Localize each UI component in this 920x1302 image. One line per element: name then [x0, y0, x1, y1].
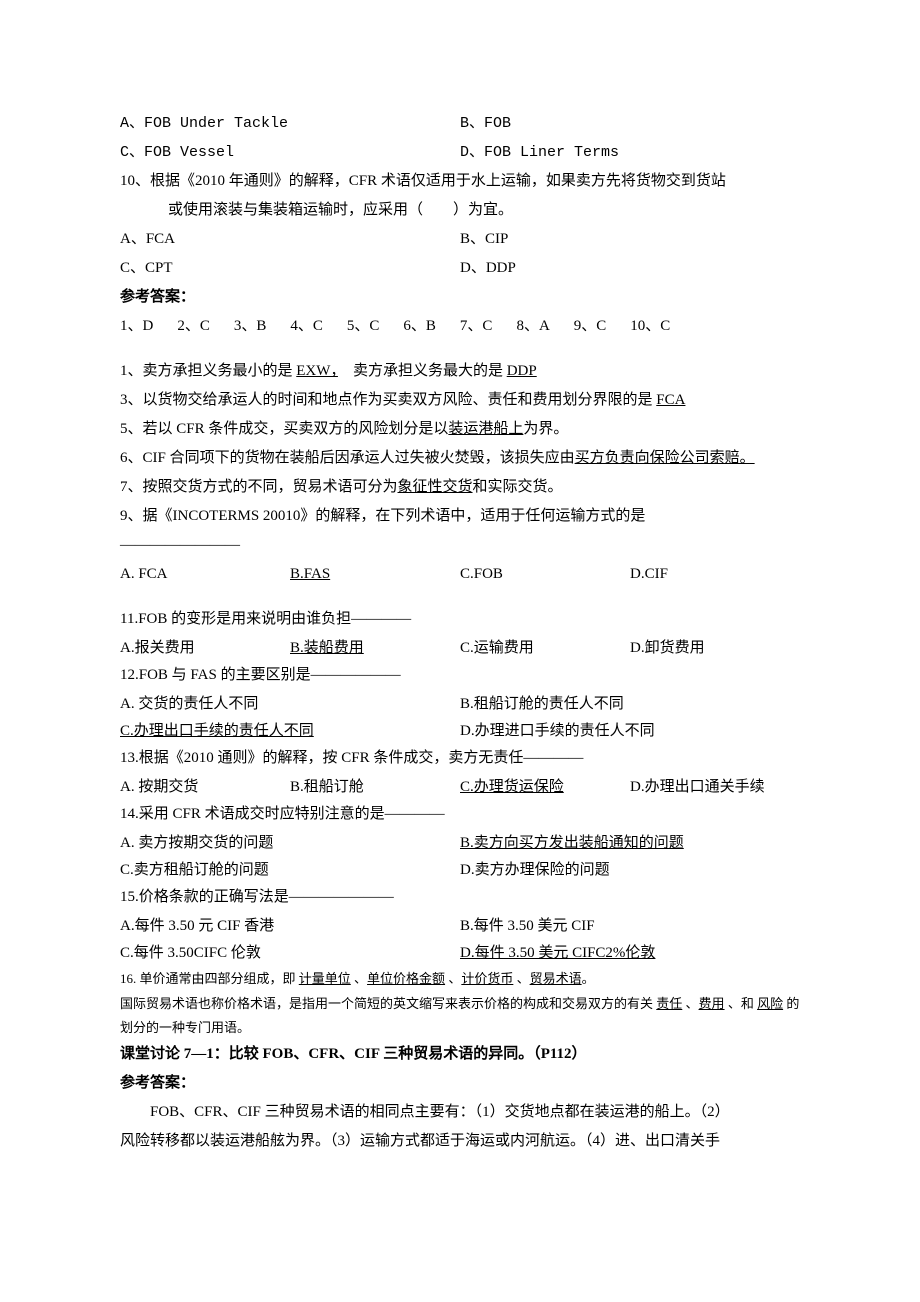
q9abcd-b: B.FAS: [290, 561, 460, 588]
q15-text: 15.价格条款的正确写法是———————: [120, 884, 800, 911]
q13-b: B.租船订舱: [290, 774, 460, 801]
q10-text-1: 10、根据《2010 年通则》的解释，CFR 术语仅适用于水上运输，如果卖方先将…: [120, 168, 800, 195]
fill-1: 1、卖方承担义务最小的是 EXW， 卖方承担义务最大的是 DDP: [120, 358, 800, 385]
document-page: A、FOB Under Tackle B、FOB C、FOB Vessel D、…: [0, 0, 920, 1217]
q9-options-row-2: C、FOB Vessel D、FOB Liner Terms: [120, 139, 800, 166]
intl-terms: 国际贸易术语也称价格术语，是指用一个简短的英文缩写来表示价格的构成和交易双方的有…: [120, 992, 800, 1039]
q9abcd-a: A. FCA: [120, 561, 290, 588]
fill-5: 5、若以 CFR 条件成交，买卖双方的风险划分是以装运港船上为界。: [120, 416, 800, 443]
q11-a: A.报关费用: [120, 635, 290, 662]
q11-c: C.运输费用: [460, 635, 630, 662]
q9-options-row-1: A、FOB Under Tackle B、FOB: [120, 110, 800, 137]
q14-c: C.卖方租船订舱的问题: [120, 857, 460, 884]
q12-options-2: C.办理出口手续的责任人不同 D.办理进口手续的责任人不同: [120, 718, 800, 745]
answers-row: 1、D 2、C 3、B 4、C 5、C 6、B 7、C 8、A 9、C 10、C: [120, 313, 800, 340]
q13-text: 13.根据《2010 通则》的解释，按 CFR 条件成交，卖方无责任————: [120, 745, 800, 772]
q12-b: B.租船订舱的责任人不同: [460, 691, 800, 718]
q12-a: A. 交货的责任人不同: [120, 691, 460, 718]
q9-option-d: D、FOB Liner Terms: [460, 139, 800, 166]
fill-9-dash: ————————: [120, 532, 800, 559]
fill-7: 7、按照交货方式的不同，贸易术语可分为象征性交货和实际交货。: [120, 474, 800, 501]
q11-options: A.报关费用 B.装船费用 C.运输费用 D.卸货费用: [120, 635, 800, 662]
answer-1: 1、D: [120, 313, 153, 340]
q14-text: 14.采用 CFR 术语成交时应特别注意的是————: [120, 801, 800, 828]
q12-c: C.办理出口手续的责任人不同: [120, 718, 460, 745]
q9-option-a: A、FOB Under Tackle: [120, 110, 460, 137]
discussion-title: 课堂讨论 7—1：比较 FOB、CFR、CIF 三种贸易术语的异同。（P112）: [120, 1041, 800, 1068]
q10-option-c: C、CPT: [120, 255, 460, 282]
q9-option-c: C、FOB Vessel: [120, 139, 460, 166]
answer-6: 6、B: [403, 313, 436, 340]
q10-option-a: A、FCA: [120, 226, 460, 253]
q9abcd-row: A. FCA B.FAS C.FOB D.CIF: [120, 561, 800, 588]
answer-4: 4、C: [290, 313, 323, 340]
q9abcd-d: D.CIF: [630, 561, 800, 588]
q11-d: D.卸货费用: [630, 635, 800, 662]
fill-6: 6、CIF 合同项下的货物在装船后因承运人过失被火焚毁，该损失应由买方负责向保险…: [120, 445, 800, 472]
q14-b: B.卖方向买方发出装船通知的问题: [460, 830, 800, 857]
q14-options-1: A. 卖方按期交货的问题 B.卖方向买方发出装船通知的问题: [120, 830, 800, 857]
q15-d: D.每件 3.50 美元 CIFC2%伦敦: [460, 940, 800, 967]
q12-text: 12.FOB 与 FAS 的主要区别是——————: [120, 662, 800, 689]
q12-d: D.办理进口手续的责任人不同: [460, 718, 800, 745]
q13-a: A. 按期交货: [120, 774, 290, 801]
q10-option-d: D、DDP: [460, 255, 800, 282]
q15-b: B.每件 3.50 美元 CIF: [460, 913, 800, 940]
q10-text-2: 或使用滚装与集装箱运输时，应采用（ ）为宜。: [120, 197, 800, 224]
q13-c: C.办理货运保险: [460, 774, 630, 801]
answer-2: 2、C: [177, 313, 210, 340]
answer-8: 8、A: [516, 313, 549, 340]
q10-options-row-1: A、FCA B、CIP: [120, 226, 800, 253]
q9-option-b: B、FOB: [460, 110, 800, 137]
answer-3: 3、B: [234, 313, 267, 340]
answer-9: 9、C: [574, 313, 607, 340]
answers-label: 参考答案：: [120, 284, 800, 311]
q15-a: A.每件 3.50 元 CIF 香港: [120, 913, 460, 940]
answer-5: 5、C: [347, 313, 380, 340]
q14-a: A. 卖方按期交货的问题: [120, 830, 460, 857]
q13-options: A. 按期交货 B.租船订舱 C.办理货运保险 D.办理出口通关手续: [120, 774, 800, 801]
discussion-body-2: 风险转移都以装运港船舷为界。（3）运输方式都适于海运或内河航运。（4）进、出口清…: [120, 1128, 800, 1155]
answers-label-2: 参考答案：: [120, 1070, 800, 1097]
q10-option-b: B、CIP: [460, 226, 800, 253]
q14-d: D.卖方办理保险的问题: [460, 857, 800, 884]
q14-options-2: C.卖方租船订舱的问题 D.卖方办理保险的问题: [120, 857, 800, 884]
q16: 16. 单价通常由四部分组成，即 计量单位 、单位价格金额 、计价货币 、贸易术…: [120, 967, 800, 990]
answer-7: 7、C: [460, 313, 493, 340]
fill-9: 9、据《INCOTERMS 20010》的解释，在下列术语中，适用于任何运输方式…: [120, 503, 800, 530]
q11-b: B.装船费用: [290, 635, 460, 662]
fill-3: 3、以货物交给承运人的时间和地点作为买卖双方风险、责任和费用划分界限的是 FCA: [120, 387, 800, 414]
q15-options-1: A.每件 3.50 元 CIF 香港 B.每件 3.50 美元 CIF: [120, 913, 800, 940]
q9abcd-c: C.FOB: [460, 561, 630, 588]
q15-c: C.每件 3.50CIFC 伦敦: [120, 940, 460, 967]
q11-text: 11.FOB 的变形是用来说明由谁负担————: [120, 606, 800, 633]
q12-options-1: A. 交货的责任人不同 B.租船订舱的责任人不同: [120, 691, 800, 718]
answer-10: 10、C: [630, 313, 670, 340]
q13-d: D.办理出口通关手续: [630, 774, 800, 801]
q15-options-2: C.每件 3.50CIFC 伦敦 D.每件 3.50 美元 CIFC2%伦敦: [120, 940, 800, 967]
q10-options-row-2: C、CPT D、DDP: [120, 255, 800, 282]
discussion-body-1: FOB、CFR、CIF 三种贸易术语的相同点主要有：（1）交货地点都在装运港的船…: [120, 1099, 800, 1126]
